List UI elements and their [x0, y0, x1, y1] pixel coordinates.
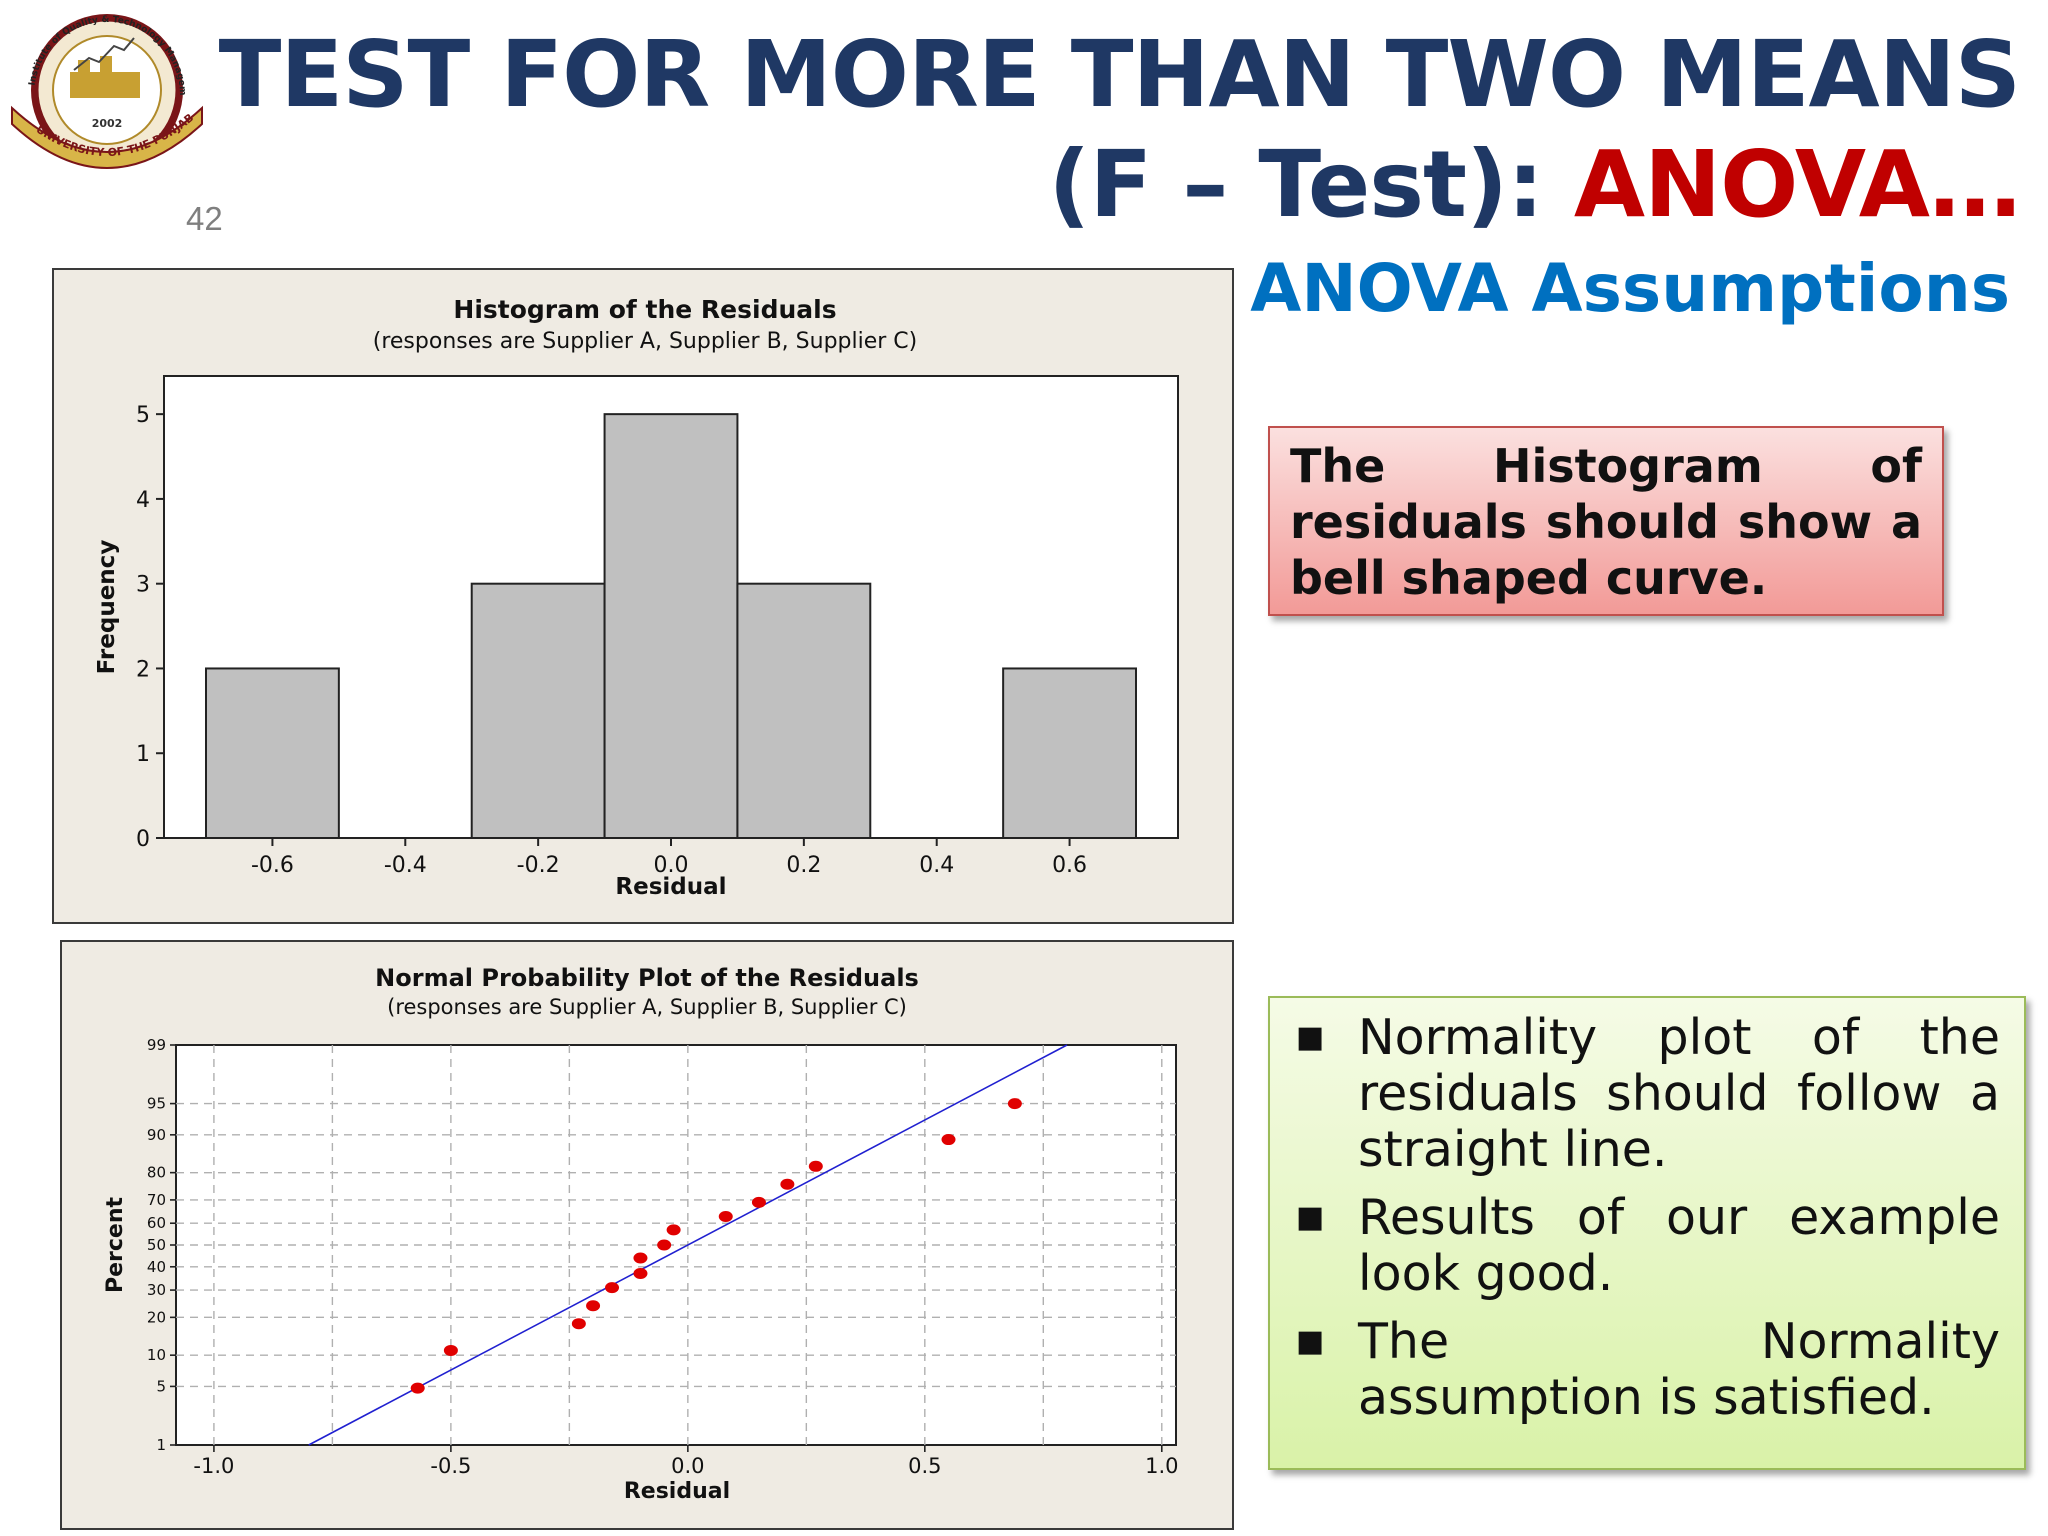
normal-plot-subtitle: (responses are Supplier A, Supplier B, S…	[387, 995, 907, 1019]
bullet-item: ■ Results of our example look good.	[1290, 1190, 2000, 1302]
normal-plot-point	[657, 1239, 672, 1251]
title-prefix: (F – Test):	[1048, 131, 1574, 238]
normal-plot-point	[586, 1300, 601, 1312]
normal-plot-y-tick-label: 90	[147, 1126, 166, 1144]
bullet-item: ■ The Normality assumption is satisfied.	[1290, 1314, 2000, 1426]
normal-plot-y-tick-label: 60	[147, 1214, 166, 1232]
histogram-x-tick-label: 0.2	[786, 853, 821, 878]
normal-plot-point	[1007, 1098, 1022, 1110]
normal-plot-point	[718, 1210, 733, 1222]
normal-plot-y-tick-label: 70	[147, 1191, 166, 1209]
histogram-callout: The Histogram of residuals should show a…	[1268, 426, 1944, 616]
normal-plot-y-tick-label: 20	[147, 1308, 166, 1326]
normal-plot-point	[443, 1344, 458, 1356]
normal-plot-y-tick-label: 95	[147, 1095, 166, 1113]
normal-plot-point	[941, 1134, 956, 1146]
title-line-2: (F – Test): ANOVA…	[219, 130, 2021, 240]
bullet-text: The Normality assumption is satisfied.	[1358, 1313, 2000, 1426]
normal-probability-chart: Normal Probability Plot of the Residuals…	[103, 964, 1178, 1504]
histogram-bar	[603, 413, 739, 839]
histogram-x-tick-label: -0.6	[251, 853, 294, 878]
normal-plot-point	[751, 1196, 766, 1208]
normality-bullet-list: ■ Normality plot of the residuals should …	[1290, 1010, 2000, 1426]
university-logo: Institute of Quality & Technology Manage…	[4, 0, 203, 169]
normal-plot-panel: Normal Probability Plot of the Residuals…	[60, 940, 1234, 1530]
normal-plot-point	[780, 1178, 795, 1190]
normal-plot-x-tick-label: 0.0	[671, 1454, 704, 1478]
normal-plot-y-tick-label: 80	[147, 1164, 166, 1182]
histogram-y-tick-label: 1	[136, 742, 150, 767]
normality-callout: ■ Normality plot of the residuals should …	[1268, 996, 2026, 1470]
title-highlight: ANOVA…	[1573, 131, 2021, 238]
normal-plot-x-tick-label: 0.5	[908, 1454, 941, 1478]
normal-plot-y-tick-label: 10	[147, 1346, 166, 1364]
normal-plot-title: Normal Probability Plot of the Residuals	[375, 964, 919, 992]
bullet-square-icon: ■	[1296, 1020, 1325, 1055]
histogram-y-tick-label: 5	[136, 403, 150, 428]
bullet-square-icon: ■	[1296, 1324, 1325, 1359]
normal-plot-y-tick-label: 30	[147, 1281, 166, 1299]
normal-plot-y-tick-label: 99	[147, 1036, 166, 1054]
histogram-y-tick-label: 3	[136, 573, 150, 598]
normal-plot-point	[633, 1252, 648, 1264]
bullet-square-icon: ■	[1296, 1200, 1325, 1235]
normal-plot-point	[633, 1268, 648, 1280]
normal-plot-x-tick-label: -0.5	[430, 1454, 471, 1478]
slide-number: 42	[186, 200, 223, 237]
normal-plot-y-tick-label: 50	[147, 1236, 166, 1254]
logo-year: 2002	[92, 117, 123, 130]
histogram-panel: Histogram of the Residuals (responses ar…	[52, 268, 1234, 924]
slide-title: TEST FOR MORE THAN TWO MEANS (F – Test):…	[218, 20, 2021, 240]
normal-plot-point	[808, 1160, 823, 1172]
histogram-x-tick-label: -0.4	[384, 853, 427, 878]
normal-plot-y-tick-label: 1	[156, 1436, 166, 1454]
histogram-x-tick-label: -0.2	[517, 853, 560, 878]
histogram-x-tick-label: 0.6	[1052, 853, 1087, 878]
normal-plot-fit-line	[308, 1044, 1068, 1446]
bullet-item: ■ Normality plot of the residuals should …	[1290, 1010, 2000, 1178]
histogram-y-label: Frequency	[94, 540, 120, 675]
histogram-chart: Histogram of the Residuals (responses ar…	[94, 295, 1179, 900]
histogram-bar	[736, 582, 872, 839]
bullet-text: Results of our example look good.	[1358, 1189, 2000, 1302]
histogram-bar	[470, 582, 606, 839]
normal-plot-point	[410, 1382, 425, 1394]
normal-plot-y-tick-label: 40	[147, 1258, 166, 1276]
histogram-x-tick-label: 0.4	[919, 853, 954, 878]
normal-plot-area	[175, 1044, 1177, 1446]
normal-plot-point	[571, 1318, 586, 1330]
normal-plot-x-label: Residual	[624, 1479, 730, 1504]
histogram-bar	[1002, 667, 1138, 839]
histogram-title: Histogram of the Residuals	[453, 295, 836, 324]
normal-plot-point	[605, 1282, 620, 1294]
normal-plot-y-tick-label: 5	[156, 1377, 166, 1395]
bullet-text: Normality plot of the residuals should f…	[1358, 1009, 2000, 1178]
normal-plot-y-label: Percent	[103, 1197, 128, 1294]
histogram-y-tick-label: 2	[136, 657, 150, 682]
normal-plot-x-tick-label: 1.0	[1145, 1454, 1178, 1478]
histogram-y-tick-label: 0	[136, 827, 150, 852]
title-line-1: TEST FOR MORE THAN TWO MEANS	[218, 21, 2021, 128]
histogram-x-label: Residual	[615, 874, 726, 900]
histogram-y-tick-label: 4	[136, 488, 150, 513]
slide-subtitle: ANOVA Assumptions	[1250, 250, 2010, 327]
normal-plot-x-tick-label: -1.0	[193, 1454, 234, 1478]
normal-plot-point	[666, 1224, 681, 1236]
histogram-subtitle: (responses are Supplier A, Supplier B, S…	[373, 329, 918, 354]
histogram-x-tick-label: 0.0	[654, 853, 689, 878]
histogram-bar	[205, 667, 340, 839]
